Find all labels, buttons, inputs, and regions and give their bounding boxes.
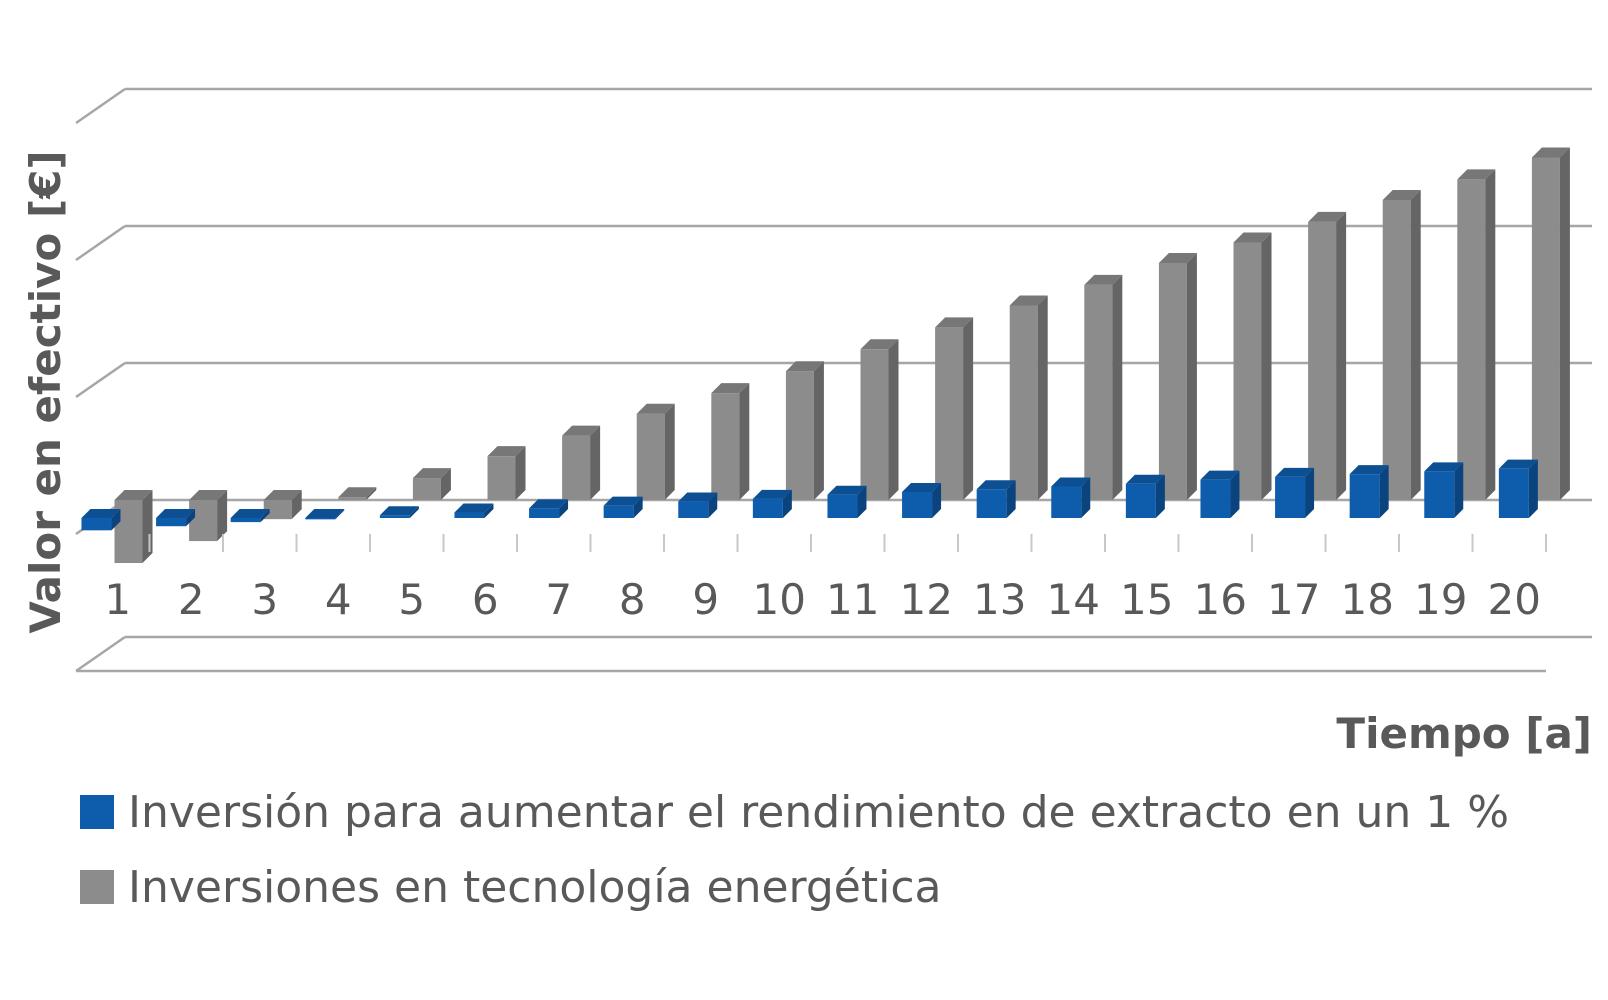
x-tick-labels: 1 2 3 4 5 6 7 8 9 10 11 12 13 14 15 16 17 18 19 20 xyxy=(104,534,1547,624)
bar-series-1 xyxy=(1125,474,1165,518)
x-tick-label: 15 xyxy=(1120,575,1173,624)
y-axis-title: Valor en efectivo [€] xyxy=(21,150,70,633)
x-tick-label: 19 xyxy=(1414,575,1467,624)
x-tick-label: 18 xyxy=(1341,575,1394,624)
bar-series-2 xyxy=(412,468,451,500)
bar-series-2 xyxy=(263,490,302,520)
bar-series-1 xyxy=(603,496,643,518)
bar-series-1 xyxy=(752,489,792,518)
bar-series-2 xyxy=(636,403,675,500)
x-tick-label: 12 xyxy=(900,575,953,624)
x-tick-label: 6 xyxy=(472,575,499,624)
bar-series-1 xyxy=(305,509,345,520)
x-tick-label: 4 xyxy=(325,575,352,624)
bar-series-1 xyxy=(156,509,196,527)
legend-label-series-1: Inversión para aumentar el rendimiento d… xyxy=(128,787,1509,838)
bar-series-2 xyxy=(189,490,228,542)
gridline xyxy=(75,224,1592,262)
bar-series-1 xyxy=(454,503,494,518)
bar-series-2 xyxy=(935,317,974,500)
legend-item-series-1: Inversión para aumentar el rendimiento d… xyxy=(80,787,1509,838)
legend-label-series-2: Inversiones en tecnología energética xyxy=(128,862,941,913)
bar-series-2 xyxy=(711,383,750,500)
x-axis-title: Tiempo [a] xyxy=(1336,709,1592,758)
bars xyxy=(81,147,1570,564)
x-tick-label: 10 xyxy=(753,575,806,624)
bar-series-2 xyxy=(1009,295,1048,500)
bar-series-1 xyxy=(1349,465,1389,518)
x-tick-label: 11 xyxy=(826,575,879,624)
x-tick-label: 5 xyxy=(398,575,425,624)
legend-item-series-2: Inversiones en tecnología energética xyxy=(80,862,941,913)
bar-series-2 xyxy=(562,425,601,500)
x-tick-label: 16 xyxy=(1194,575,1247,624)
legend: Inversión para aumentar el rendimiento d… xyxy=(80,787,1509,913)
bar-series-1 xyxy=(976,480,1016,518)
bar-series-1 xyxy=(1424,462,1464,518)
bar-series-1 xyxy=(529,499,569,518)
bar-series-1 xyxy=(230,509,270,523)
x-tick-label: 20 xyxy=(1488,575,1541,624)
x-tick-label: 17 xyxy=(1267,575,1320,624)
bar-series-2 xyxy=(1158,252,1197,500)
bar-series-2 xyxy=(860,339,899,500)
bar-series-2 xyxy=(1233,232,1272,500)
bar-series-2 xyxy=(1084,274,1123,500)
legend-swatch-series-1 xyxy=(80,795,114,829)
bar-series-1 xyxy=(827,485,867,518)
bar-series-1 xyxy=(81,509,121,531)
bar-series-2 xyxy=(1308,211,1347,500)
x-tick-label: 1 xyxy=(104,575,131,624)
bar-series-1 xyxy=(678,492,718,518)
x-tick-label: 9 xyxy=(692,575,719,624)
bar-series-1 xyxy=(1200,470,1240,518)
gridline xyxy=(75,361,1592,399)
x-tick-label: 8 xyxy=(619,575,646,624)
bar-series-1 xyxy=(1275,467,1315,518)
bar-series-1 xyxy=(1051,477,1091,518)
bar-series-1 xyxy=(902,482,942,518)
bar-series-2 xyxy=(1531,147,1570,500)
legend-swatch-series-2 xyxy=(80,870,114,904)
bar-series-2 xyxy=(785,361,824,500)
x-tick-label: 13 xyxy=(973,575,1026,624)
bar-series-2 xyxy=(114,490,153,564)
x-tick-label: 3 xyxy=(251,575,278,624)
bar-series-2 xyxy=(338,487,377,500)
bar-series-2 xyxy=(487,446,526,500)
gridline xyxy=(75,635,1592,673)
bar-series-1 xyxy=(379,506,419,518)
x-tick-label: 14 xyxy=(1047,575,1100,624)
bar-series-2 xyxy=(1382,189,1421,500)
gridline xyxy=(75,87,1592,125)
bar-series-1 xyxy=(1498,459,1538,518)
bar-series-2 xyxy=(1457,169,1496,501)
x-tick-label: 2 xyxy=(178,575,205,624)
x-tick-label: 7 xyxy=(545,575,572,624)
